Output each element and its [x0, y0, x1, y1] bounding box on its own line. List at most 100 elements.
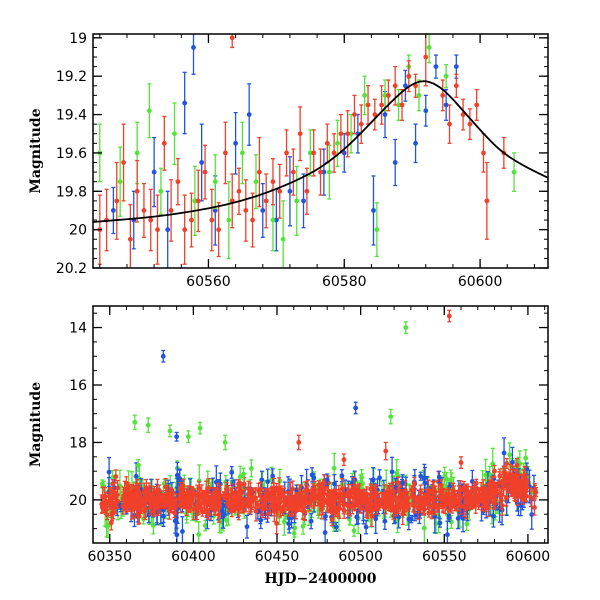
- data-point: [331, 481, 337, 487]
- data-point: [209, 217, 215, 223]
- data-point: [406, 516, 412, 522]
- data-point-blue: [392, 138, 398, 187]
- data-point: [168, 208, 174, 213]
- data-point: [483, 472, 489, 478]
- data-point-green: [253, 154, 259, 210]
- data-point: [253, 179, 259, 185]
- data-point-red: [270, 158, 276, 206]
- data-point: [277, 188, 283, 194]
- data-point: [301, 198, 306, 204]
- data-point: [133, 473, 139, 479]
- data-point-green: [362, 75, 368, 116]
- data-point: [326, 169, 332, 175]
- data-point: [339, 473, 345, 479]
- data-point: [440, 92, 446, 98]
- data-point-blue: [180, 516, 185, 543]
- data-point-blue: [501, 437, 507, 469]
- data-point: [370, 477, 376, 483]
- data-point-blue: [165, 190, 171, 268]
- data-point: [223, 150, 228, 156]
- data-point: [382, 518, 388, 524]
- data-point-red: [365, 85, 371, 125]
- data-point-green: [307, 129, 313, 177]
- data-point: [175, 179, 181, 185]
- data-point-green: [443, 64, 449, 89]
- data-point-red: [453, 73, 459, 98]
- y-tick-label: 19.8: [56, 184, 87, 200]
- data-point: [263, 198, 269, 204]
- data-point: [199, 160, 205, 165]
- data-point-blue: [246, 83, 252, 146]
- data-point-red: [127, 204, 133, 268]
- data-point-green: [172, 102, 177, 166]
- data-point: [202, 169, 208, 175]
- data-point: [413, 140, 418, 146]
- data-point-blue: [244, 514, 250, 539]
- data-point-red: [467, 108, 473, 141]
- data-point: [172, 518, 178, 524]
- data-point: [382, 112, 388, 117]
- data-point: [422, 480, 428, 486]
- data-point: [437, 520, 443, 526]
- x-tick-label: 60560: [186, 274, 231, 290]
- data-point-red: [141, 182, 147, 238]
- data-point: [244, 524, 250, 530]
- data-point: [148, 217, 154, 223]
- data-point: [389, 469, 395, 475]
- data-point-blue: [287, 156, 293, 227]
- data-point: [158, 188, 164, 194]
- data-point-red: [216, 202, 222, 258]
- data-point-green: [158, 167, 164, 215]
- data-point: [280, 236, 286, 242]
- data-point: [379, 102, 385, 108]
- data-point: [443, 73, 449, 79]
- data-point: [202, 523, 208, 528]
- data-point: [467, 121, 473, 127]
- data-point: [348, 131, 354, 137]
- data-point-green: [374, 202, 380, 258]
- data-point: [351, 528, 357, 534]
- data-point-red: [484, 161, 490, 240]
- data-point: [110, 208, 116, 213]
- data-point-blue: [321, 148, 327, 196]
- data-point-green: [226, 181, 232, 260]
- data-point: [418, 473, 424, 479]
- data-point: [304, 188, 310, 194]
- data-point-green: [117, 146, 123, 217]
- data-point: [399, 102, 405, 108]
- data-point: [216, 227, 222, 233]
- data-point: [265, 511, 271, 517]
- data-point-green: [421, 511, 427, 543]
- data-point-red: [168, 179, 174, 242]
- data-point: [165, 227, 171, 233]
- data-point: [497, 473, 503, 479]
- data-point-red: [481, 133, 486, 173]
- y-tick-label: 19.4: [56, 108, 87, 124]
- data-point: [308, 518, 314, 524]
- data-point: [423, 108, 429, 114]
- data-point-red: [297, 106, 303, 162]
- data-point-red: [148, 188, 154, 252]
- data-point: [421, 525, 427, 531]
- data-point: [532, 505, 537, 510]
- data-point-green: [223, 514, 229, 527]
- x-tick-label: 60600: [458, 274, 503, 290]
- bottom-panel: 60350 60400 60450 60500 60550 6060014161820Ma…: [28, 305, 550, 587]
- y-tick-label: 19: [69, 31, 87, 47]
- data-point: [212, 179, 218, 185]
- data-point: [445, 532, 450, 538]
- data-point-blue: [402, 69, 408, 102]
- fit-curve: [93, 80, 548, 223]
- data-point: [161, 140, 167, 146]
- data-point-red: [277, 163, 283, 219]
- data-point-blue: [233, 111, 239, 175]
- data-point: [117, 179, 123, 185]
- data-point: [259, 477, 265, 483]
- data-point: [363, 524, 369, 530]
- data-point: [311, 496, 317, 501]
- data-point: [426, 500, 432, 505]
- data-point: [297, 131, 303, 137]
- data-point-blue: [301, 173, 306, 229]
- data-point-green: [351, 524, 357, 537]
- data-point-red: [243, 179, 249, 242]
